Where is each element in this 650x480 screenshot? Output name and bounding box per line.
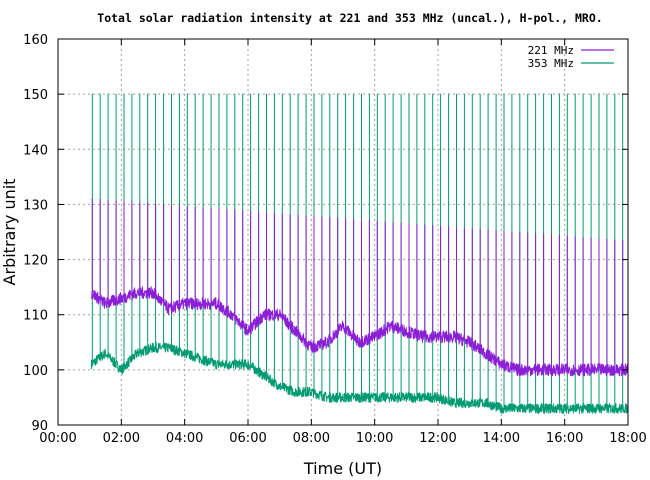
- legend-label: 353 MHz: [528, 57, 574, 70]
- x-tick-label: 12:00: [419, 431, 456, 446]
- x-tick-label: 08:00: [293, 431, 330, 446]
- grid: [58, 39, 628, 425]
- series-line-221mhz: [90, 198, 629, 377]
- x-tick-label: 00:00: [39, 431, 76, 446]
- y-tick-label: 160: [23, 33, 48, 48]
- chart-title: Total solar radiation intensity at 221 a…: [97, 11, 602, 25]
- y-tick-label: 90: [31, 419, 48, 434]
- y-tick-label: 100: [23, 364, 48, 379]
- y-tick-label: 120: [23, 254, 48, 269]
- plot-series: [90, 93, 629, 414]
- x-tick-label: 06:00: [229, 431, 266, 446]
- y-tick-label: 150: [23, 88, 48, 103]
- x-tick-label: 02:00: [103, 431, 140, 446]
- series-line-353mhz: [90, 93, 629, 414]
- y-tick-label: 130: [23, 198, 48, 213]
- x-axis-label: Time (UT): [303, 459, 382, 478]
- y-axis-label: Arbitrary unit: [0, 179, 19, 286]
- legend-label: 221 MHz: [528, 44, 574, 57]
- x-tick-label: 04:00: [166, 431, 203, 446]
- x-tick-label: 14:00: [483, 431, 520, 446]
- y-tick-label: 140: [23, 143, 48, 158]
- x-tick-label: 18:00: [609, 431, 646, 446]
- plot-frame: [57, 38, 629, 426]
- y-tick-label: 110: [23, 309, 48, 324]
- x-tick-label: 16:00: [546, 431, 583, 446]
- x-tick-label: 10:00: [356, 431, 393, 446]
- axis-ticks: 00:00 02:00 04:00 06:00 08:00 10:00 12:00 14:00…: [23, 33, 647, 446]
